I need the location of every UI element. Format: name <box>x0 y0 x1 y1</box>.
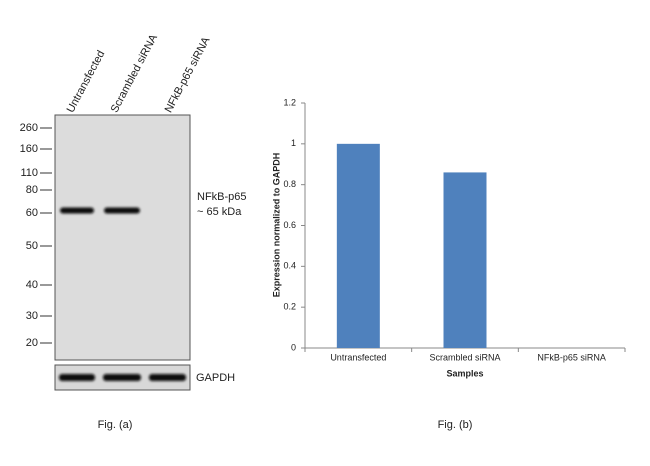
y-tick-label: 1 <box>291 138 296 148</box>
caption: Fig. (b) <box>438 419 473 431</box>
x-tick-label: Untransfected <box>330 352 386 362</box>
size-label: ~ 65 kDa <box>197 206 242 218</box>
band <box>149 374 186 381</box>
marker-label: 260 <box>20 122 38 134</box>
loading-label: GAPDH <box>196 372 235 384</box>
x-tick-label: Scrambled siRNA <box>429 352 500 362</box>
blot-membrane <box>54 114 191 361</box>
marker-label: 50 <box>26 240 38 252</box>
caption: Fig. (a) <box>98 419 133 431</box>
lane-label: Untransfected <box>65 49 108 115</box>
y-tick-label: 0.2 <box>283 302 296 312</box>
marker-label: 20 <box>26 337 38 349</box>
band <box>59 374 95 381</box>
lane-label: Scrambled siRNA <box>109 32 161 115</box>
y-axis-title: Expression normalized to GAPDH <box>271 153 281 298</box>
x-axis-title: Samples <box>446 368 483 378</box>
marker-label: 80 <box>26 184 38 196</box>
x-tick-label: NFkB-p65 siRNA <box>537 352 606 362</box>
bar <box>443 172 487 348</box>
y-tick-label: 0 <box>291 342 296 352</box>
marker-label: 110 <box>20 167 38 179</box>
band <box>104 207 140 214</box>
y-tick-label: 0.4 <box>283 261 296 271</box>
bar <box>336 143 380 348</box>
band <box>60 207 94 214</box>
marker-label: 60 <box>26 207 38 219</box>
y-tick-label: 0.6 <box>283 220 296 230</box>
lane-label: NFkB-p65 siRNA <box>163 35 213 115</box>
band <box>103 374 141 381</box>
marker-label: 40 <box>26 279 38 291</box>
target-label: NFkB-p65 <box>197 191 247 203</box>
y-tick-label: 0.8 <box>283 179 296 189</box>
y-tick-label: 1.2 <box>283 97 296 107</box>
marker-label: 160 <box>20 143 38 155</box>
marker-label: 30 <box>26 310 38 322</box>
